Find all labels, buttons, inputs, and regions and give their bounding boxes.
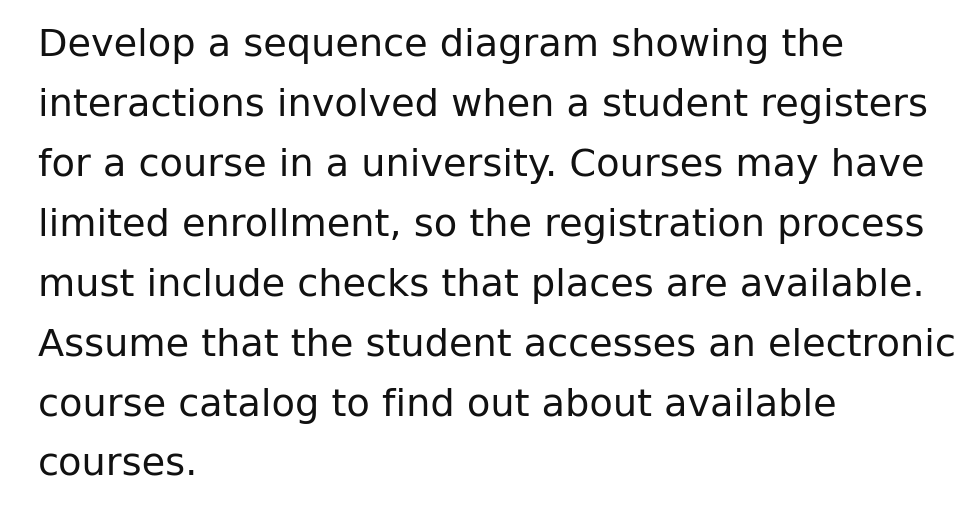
Text: for a course in a university. Courses may have: for a course in a university. Courses ma…: [38, 148, 924, 184]
Text: Assume that the student accesses an electronic: Assume that the student accesses an elec…: [38, 328, 956, 364]
Text: must include checks that places are available.: must include checks that places are avai…: [38, 268, 924, 304]
Text: courses.: courses.: [38, 448, 199, 484]
Text: Develop a sequence diagram showing the: Develop a sequence diagram showing the: [38, 28, 844, 64]
Text: course catalog to find out about available: course catalog to find out about availab…: [38, 388, 837, 424]
Text: limited enrollment, so the registration process: limited enrollment, so the registration …: [38, 208, 924, 244]
Text: interactions involved when a student registers: interactions involved when a student reg…: [38, 88, 928, 124]
